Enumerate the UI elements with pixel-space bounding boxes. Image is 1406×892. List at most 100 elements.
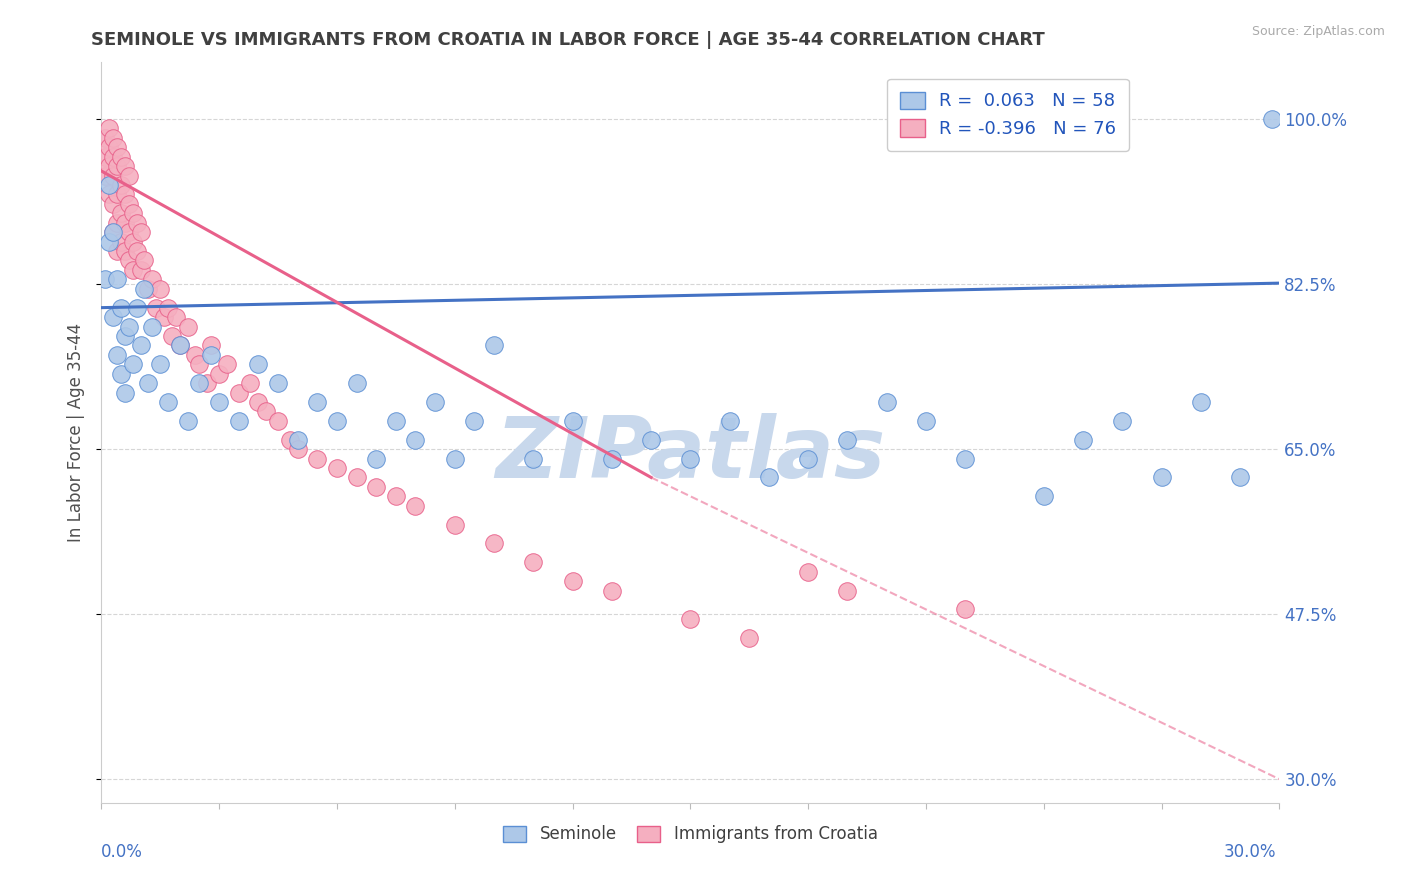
Point <box>101 225 124 239</box>
Point <box>110 301 132 315</box>
Point <box>101 310 124 324</box>
Point <box>239 376 262 390</box>
Point <box>326 414 349 428</box>
Text: 0.0%: 0.0% <box>101 843 143 861</box>
Point <box>114 244 136 258</box>
Point <box>404 499 426 513</box>
Text: ZIPatlas: ZIPatlas <box>495 413 886 496</box>
Point <box>385 414 408 428</box>
Point <box>797 451 820 466</box>
Point <box>101 197 124 211</box>
Point <box>346 470 368 484</box>
Point <box>110 150 132 164</box>
Point <box>94 150 117 164</box>
Point <box>98 159 121 173</box>
Point <box>679 451 702 466</box>
Point <box>188 376 211 390</box>
Point <box>105 244 128 258</box>
Point <box>121 263 143 277</box>
Point <box>118 169 141 183</box>
Point <box>121 235 143 249</box>
Point <box>110 178 132 192</box>
Point <box>522 451 544 466</box>
Point <box>915 414 938 428</box>
Point <box>156 301 179 315</box>
Point <box>443 451 465 466</box>
Point <box>118 319 141 334</box>
Point <box>169 338 191 352</box>
Point <box>228 414 250 428</box>
Point <box>169 338 191 352</box>
Point <box>561 574 583 589</box>
Point <box>129 263 152 277</box>
Point <box>955 451 977 466</box>
Point <box>114 187 136 202</box>
Point <box>138 376 160 390</box>
Point <box>679 612 702 626</box>
Point <box>118 225 141 239</box>
Point <box>105 159 128 173</box>
Point <box>138 282 160 296</box>
Point <box>758 470 780 484</box>
Point <box>153 310 176 324</box>
Point <box>114 159 136 173</box>
Point <box>876 395 898 409</box>
Point <box>101 131 124 145</box>
Point <box>156 395 179 409</box>
Point <box>105 216 128 230</box>
Point <box>195 376 218 390</box>
Point <box>443 517 465 532</box>
Point <box>404 433 426 447</box>
Point <box>208 395 231 409</box>
Y-axis label: In Labor Force | Age 35-44: In Labor Force | Age 35-44 <box>67 323 86 542</box>
Point <box>105 272 128 286</box>
Point <box>129 225 152 239</box>
Point <box>114 385 136 400</box>
Point <box>134 253 156 268</box>
Text: SEMINOLE VS IMMIGRANTS FROM CROATIA IN LABOR FORCE | AGE 35-44 CORRELATION CHART: SEMINOLE VS IMMIGRANTS FROM CROATIA IN L… <box>91 31 1045 49</box>
Point <box>101 169 124 183</box>
Point <box>110 367 132 381</box>
Point <box>561 414 583 428</box>
Point <box>1032 489 1054 503</box>
Point <box>114 216 136 230</box>
Point <box>837 583 859 598</box>
Point <box>101 225 124 239</box>
Point <box>98 121 121 136</box>
Point <box>1071 433 1094 447</box>
Point <box>267 376 290 390</box>
Point <box>1260 112 1282 126</box>
Point <box>134 282 156 296</box>
Point <box>105 140 128 154</box>
Point <box>267 414 290 428</box>
Point <box>600 583 623 598</box>
Point <box>98 187 121 202</box>
Point <box>200 348 222 362</box>
Point <box>600 451 623 466</box>
Point <box>366 480 388 494</box>
Point <box>247 357 270 371</box>
Point <box>114 329 136 343</box>
Point <box>1229 470 1251 484</box>
Point <box>94 131 117 145</box>
Point <box>463 414 485 428</box>
Point <box>1111 414 1133 428</box>
Point <box>125 216 148 230</box>
Point <box>98 178 121 192</box>
Point <box>718 414 741 428</box>
Point <box>129 338 152 352</box>
Point <box>121 206 143 220</box>
Point <box>141 272 163 286</box>
Point <box>98 140 121 154</box>
Legend: Seminole, Immigrants from Croatia: Seminole, Immigrants from Croatia <box>496 819 884 850</box>
Point <box>160 329 183 343</box>
Point <box>366 451 388 466</box>
Point <box>1150 470 1173 484</box>
Point <box>215 357 238 371</box>
Point <box>176 414 198 428</box>
Point <box>287 433 309 447</box>
Point <box>101 150 124 164</box>
Point <box>149 357 172 371</box>
Text: Source: ZipAtlas.com: Source: ZipAtlas.com <box>1251 25 1385 38</box>
Text: 30.0%: 30.0% <box>1225 843 1277 861</box>
